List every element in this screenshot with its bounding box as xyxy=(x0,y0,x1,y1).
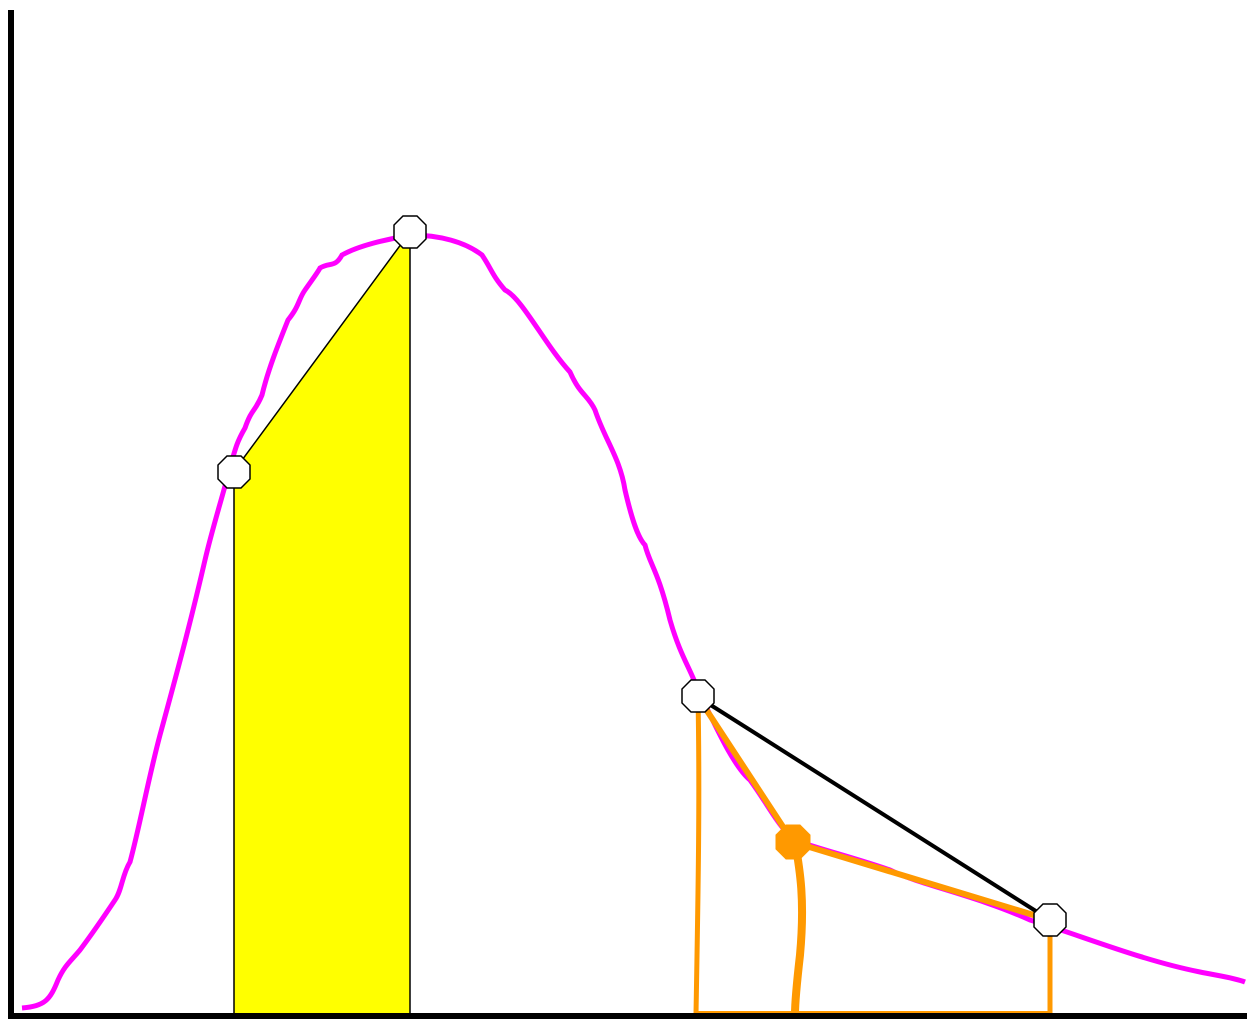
marker-point-3 xyxy=(681,679,715,713)
marker-point-4 xyxy=(1033,903,1067,937)
orange-vertical-middle xyxy=(791,841,807,1015)
orange-segment-left xyxy=(695,695,796,844)
orange-midpoint-marker xyxy=(775,824,811,860)
orange-segment-right xyxy=(792,839,1051,923)
marker-point-2 xyxy=(393,215,427,249)
yellow-trapezoid-area xyxy=(233,229,411,1016)
black-chord xyxy=(696,695,1052,922)
density-curve xyxy=(21,232,1246,1011)
orange-vertical-left xyxy=(693,696,702,1015)
marker-point-1 xyxy=(217,455,251,489)
